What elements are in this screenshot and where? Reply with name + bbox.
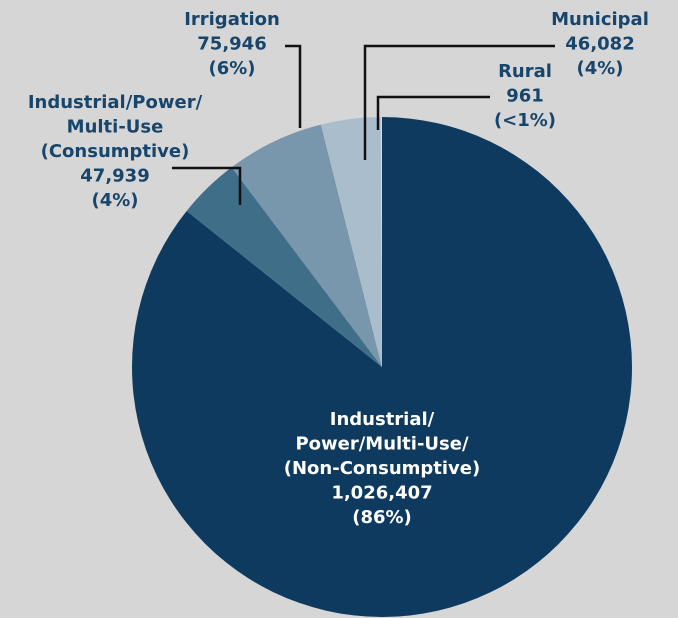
slice-label: Industrial/Power/ [28, 92, 203, 113]
pie-slice [380, 117, 382, 367]
slice-label: Power/Multi-Use/ [295, 434, 469, 455]
leader-line [285, 44, 302, 128]
percent-label: (<1%) [494, 110, 556, 131]
pie-slice [186, 167, 382, 367]
percent-label: (86%) [352, 507, 412, 528]
value-label: 1,026,407 [331, 483, 432, 504]
pie-slice [320, 117, 382, 368]
slice-label: Industrial/ [330, 409, 435, 430]
pie-slice [231, 124, 382, 368]
slice-label: (Non-Consumptive) [284, 458, 480, 479]
value-label: 961 [506, 86, 544, 107]
value-label: 47,939 [80, 166, 149, 187]
percent-label: (4%) [576, 58, 623, 79]
value-label: 46,082 [565, 34, 634, 55]
leader-line [172, 166, 242, 205]
slice-label: Municipal [551, 9, 649, 30]
value-label: 75,946 [197, 34, 266, 55]
slice-label: Irrigation [184, 9, 280, 30]
leader-line [363, 44, 555, 160]
slice-label: Multi-Use [67, 117, 164, 138]
leader-line [376, 95, 490, 130]
slice-label: Rural [498, 61, 552, 82]
percent-label: (4%) [91, 190, 138, 211]
percent-label: (6%) [208, 58, 255, 79]
slice-label: (Consumptive) [41, 141, 190, 162]
